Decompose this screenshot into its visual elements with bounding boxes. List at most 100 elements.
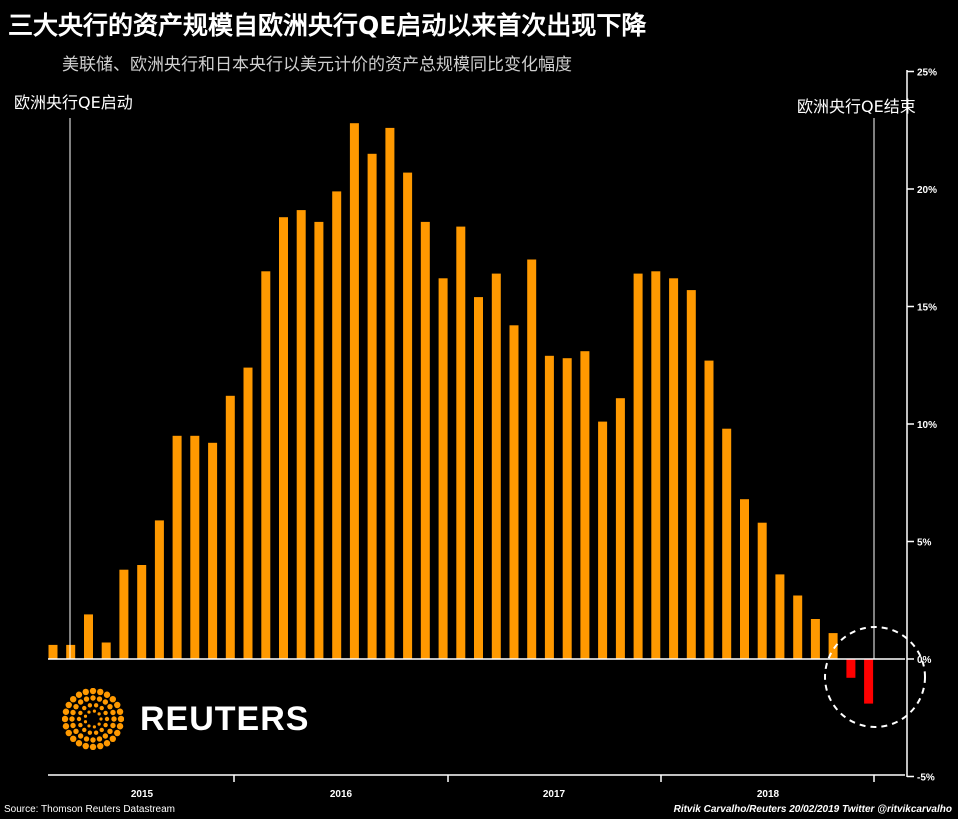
bar (154, 520, 164, 660)
logo-dot (116, 708, 124, 715)
logo-dot (65, 701, 72, 709)
logo-dot (110, 709, 116, 716)
bar (598, 421, 608, 659)
bars-group (48, 123, 874, 704)
logo-dot (83, 714, 88, 718)
bar (474, 297, 483, 659)
logo-dot (73, 728, 79, 735)
bar (491, 273, 501, 659)
logo-dot (109, 696, 116, 703)
highlight-circle (824, 626, 926, 728)
bar (279, 217, 288, 659)
logo-dot (75, 740, 83, 747)
bar (562, 358, 572, 659)
logo-dot (92, 709, 96, 713)
bar (544, 355, 554, 659)
bar (66, 644, 76, 659)
qe-end-label: 欧洲央行QE结束 (797, 97, 916, 116)
logo-dot (111, 716, 117, 722)
logo-dot (73, 703, 79, 710)
bar (722, 428, 732, 659)
bar (775, 574, 785, 659)
logo-dot (89, 743, 97, 750)
bar (172, 435, 182, 660)
x-tick-label-2018: 2018 (757, 789, 780, 800)
logo-dot (82, 727, 87, 733)
bar (651, 271, 661, 660)
y-tick-label: 20% (917, 185, 937, 196)
logo-dot (107, 703, 113, 710)
bar (225, 395, 235, 659)
logo-dot (83, 720, 88, 724)
logo-dot (77, 733, 84, 739)
logo-dot (62, 723, 70, 730)
bar (633, 273, 643, 659)
logo-dot (82, 705, 87, 711)
logo-dot (82, 742, 89, 750)
reuters-logo-text: REUTERS (140, 699, 310, 738)
logo-dot (102, 699, 109, 705)
bar (420, 221, 430, 659)
logo-dot (87, 703, 93, 708)
logo-dot (97, 712, 101, 716)
y-axis-ticks: -5% 0% 5% 10% 15% 20% 25% (907, 68, 937, 784)
logo-dot (62, 715, 69, 723)
page-title: 三大央行的资产规模自欧洲央行QE启动以来首次出现下降 (8, 11, 647, 40)
bar (456, 226, 466, 659)
reuters-dots-icon (62, 688, 124, 750)
logo-dot (75, 691, 83, 698)
bar (757, 522, 767, 659)
y-tick-label: 5% (917, 538, 932, 549)
bar (190, 435, 200, 660)
bar (385, 127, 395, 659)
logo-dot (103, 691, 111, 698)
logo-dot (62, 708, 70, 715)
bar (84, 614, 93, 659)
logo-dot (97, 688, 104, 696)
logo-dot (69, 716, 75, 722)
x-tick-label-2015: 2015 (131, 789, 154, 800)
bar (580, 351, 590, 659)
logo-dot (103, 740, 111, 747)
logo-dot (90, 695, 96, 701)
logo-dot (70, 735, 77, 742)
bar (828, 633, 838, 659)
bar (509, 325, 519, 659)
bar (810, 619, 820, 659)
y-tick-label: 15% (917, 303, 937, 314)
logo-dot (114, 729, 121, 737)
logo-dot (96, 696, 103, 702)
bar (137, 565, 147, 659)
bar (793, 595, 803, 659)
logo-dot (97, 742, 104, 750)
logo-dot (103, 722, 108, 728)
bar (686, 290, 696, 659)
bar (314, 221, 324, 659)
logo-dot (92, 725, 96, 729)
logo-dot (93, 730, 99, 735)
bar (740, 499, 749, 659)
bar (208, 442, 218, 659)
logo-dot (82, 688, 89, 696)
bar (367, 153, 377, 660)
logo-dot (103, 710, 108, 716)
logo-dot (117, 715, 124, 723)
y-tick-label: 10% (917, 420, 937, 431)
reuters-logo: REUTERS (62, 688, 309, 750)
bar (332, 191, 342, 659)
logo-dot (90, 737, 96, 743)
qe-start-label: 欧洲央行QE启动 (14, 93, 133, 112)
logo-dot (97, 722, 101, 726)
source-note: Source: Thomson Reuters Datastream (4, 804, 176, 815)
bar (615, 398, 625, 659)
x-tick-label-2017: 2017 (543, 789, 566, 800)
y-tick-label: 0% (917, 655, 932, 666)
bar (403, 172, 413, 659)
y-tick-label: 25% (917, 68, 937, 79)
logo-dot (102, 733, 109, 739)
logo-dot (96, 736, 103, 742)
x-tick-label-2016: 2016 (330, 789, 353, 800)
logo-dot (70, 722, 76, 729)
bar (119, 569, 129, 659)
